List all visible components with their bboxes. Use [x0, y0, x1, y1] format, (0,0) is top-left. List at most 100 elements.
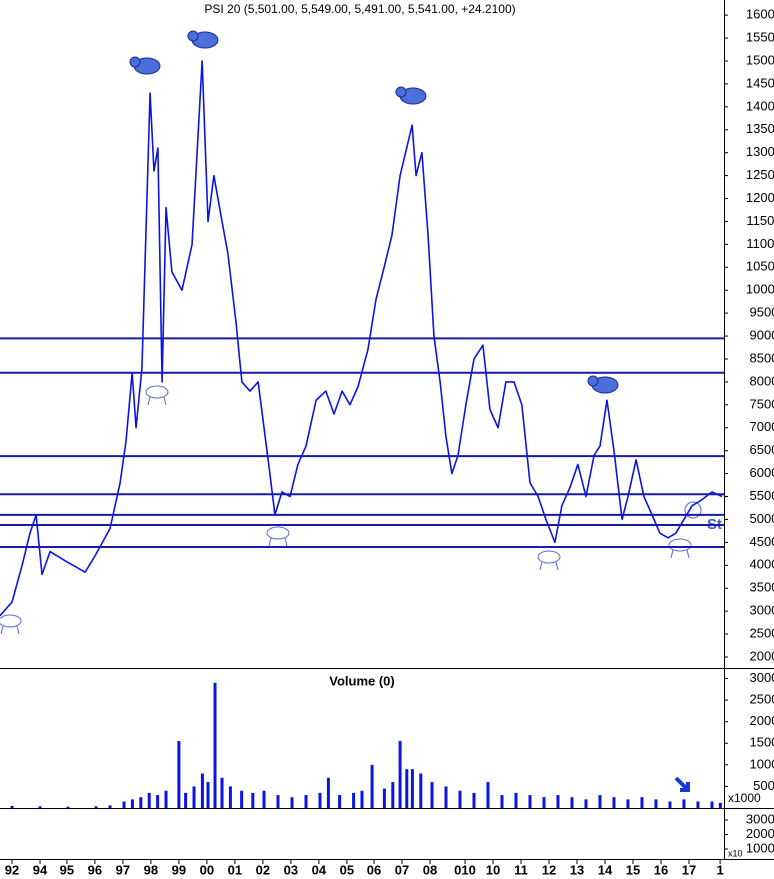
volume-bar [184, 792, 188, 808]
x-tick-label: 95 [60, 862, 74, 877]
y-tick-label: 2500 [750, 692, 774, 707]
volume-bar [352, 792, 356, 808]
x-tick-label: 04 [312, 862, 327, 877]
panel-frames [0, 0, 774, 860]
volume-bar [290, 797, 294, 808]
x-tick-label: 02 [256, 862, 270, 877]
x-tick-label: 16 [654, 862, 668, 877]
volume-bar [696, 801, 700, 808]
bear-icon [187, 30, 219, 49]
y-tick-label: 2000 [750, 648, 774, 663]
volume-bar [338, 795, 342, 808]
unit-label: x1000 [728, 791, 761, 805]
x-tick-label: 00 [200, 862, 214, 877]
bull-icon [145, 385, 169, 406]
x-tick-label: 10 [486, 862, 500, 877]
bull-icon [0, 614, 22, 635]
x-tick-label: 99 [172, 862, 186, 877]
y-tick-label: 4000 [750, 557, 774, 572]
y-tick-label: 13500 [746, 121, 774, 136]
x-tick-label: 1 [716, 862, 723, 877]
y-tick-label: 6000 [750, 465, 774, 480]
x-tick-label: 03 [284, 862, 298, 877]
volume-bar [430, 782, 434, 808]
volume-bar [360, 790, 364, 808]
y-tick-label: 4500 [750, 534, 774, 549]
volume-bar [682, 799, 686, 808]
y-tick-label: 3500 [750, 580, 774, 595]
volume-bar [710, 801, 714, 808]
y-tick-label: 10000 [746, 282, 774, 297]
y-tick-label: 7000 [750, 419, 774, 434]
volume-bar [486, 782, 490, 808]
volume-bar [326, 777, 330, 808]
volume-bar [612, 797, 616, 808]
volume-bar [398, 741, 402, 808]
volume-bar [668, 801, 672, 808]
volume-bar [220, 777, 224, 808]
y-tick-label: 9500 [750, 305, 774, 320]
volume-bar [177, 741, 181, 808]
volume-bar [419, 773, 423, 808]
volume-bar [200, 773, 204, 808]
x-tick-label: 06 [367, 862, 381, 877]
volume-bar [318, 792, 322, 808]
volume-bar [156, 795, 160, 808]
bear-icon [129, 56, 161, 75]
volume-title: Volume (0) [329, 673, 395, 688]
x-tick-label: 92 [5, 862, 19, 877]
x-tick-label: 12 [542, 862, 556, 877]
x-tick-label: 01 [228, 862, 242, 877]
x-tick-label: 08 [423, 862, 437, 877]
y-tick-label: 8000 [750, 373, 774, 388]
y-tick-label: 1000 [750, 756, 774, 771]
x-tick-label: 94 [33, 862, 48, 877]
volume-bar [640, 797, 644, 808]
x-tick-label: 15 [626, 862, 640, 877]
volume-bar [654, 799, 658, 808]
y-tick-label: 11000 [746, 236, 774, 251]
y-tick-label: 7500 [750, 396, 774, 411]
y-tick-label: 14500 [746, 75, 774, 90]
volume-bar [276, 795, 280, 808]
bear-icon [395, 86, 427, 105]
x-tick-label: 14 [598, 862, 613, 877]
volume-bar [108, 805, 112, 808]
volume-bar [598, 795, 602, 808]
x-tick-label: 010 [454, 862, 476, 877]
volume-bar [192, 786, 196, 808]
y-tick-label: 12500 [746, 167, 774, 182]
y-tick-label: 3000 [750, 603, 774, 618]
y-tick-label: 5500 [750, 488, 774, 503]
volume-bar [718, 802, 722, 808]
unit-label: x10 [728, 848, 743, 858]
smiley-icon [684, 501, 702, 519]
volume-bar [147, 792, 151, 808]
y-tick-label: 5000 [750, 511, 774, 526]
volume-bar [570, 797, 574, 808]
volume-bar [514, 792, 518, 808]
volume-bar [500, 795, 504, 808]
volume-bar [122, 801, 126, 808]
volume-bar [213, 682, 217, 808]
x-tick-label: 07 [395, 862, 409, 877]
volume-bar [556, 795, 560, 808]
y-tick-label: 1500 [750, 735, 774, 750]
y-tick-label: 2000 [750, 713, 774, 728]
y-tick-label: 15000 [746, 52, 774, 67]
y-tick-label: 20000 [746, 826, 774, 841]
y-tick-label: 11500 [746, 213, 774, 228]
volume-bar [458, 790, 462, 808]
volume-bar [38, 806, 42, 808]
x-tick-label: 05 [340, 862, 354, 877]
volume-bar [130, 799, 134, 808]
volume-bar [228, 786, 232, 808]
volume-bar [262, 790, 266, 808]
y-tick-label: 12000 [746, 190, 774, 205]
volume-bar [584, 799, 588, 808]
bear-icon [587, 375, 619, 394]
volume-bar [382, 788, 386, 808]
x-tick-label: 96 [88, 862, 102, 877]
